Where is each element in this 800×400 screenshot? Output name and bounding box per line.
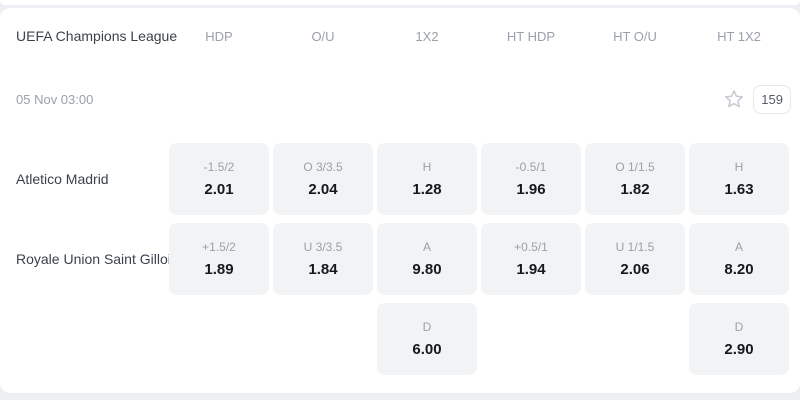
market-count-badge[interactable]: 159: [753, 84, 791, 114]
total-line: O 1/1.5: [615, 160, 655, 174]
column-header-ht-1x2: HT 1X2: [717, 28, 761, 44]
column-header-hdp: HDP: [205, 28, 233, 44]
column-header-ou: O/U: [311, 28, 335, 44]
odds-table-card: UEFA Champions League HDP O/U 1X2 HT HDP…: [0, 8, 800, 393]
odds-value: 1.89: [204, 261, 234, 278]
odds-cell-ht-ou-under[interactable]: U 1/1.5 2.06: [585, 223, 685, 295]
previous-card-edge: [0, 0, 800, 5]
selection-label: A: [422, 240, 431, 254]
odds-value: 1.63: [724, 181, 754, 198]
odds-value: 1.84: [308, 261, 338, 278]
away-team-name: Royale Union Saint Gilloise: [16, 251, 186, 267]
selection-label: D: [734, 320, 744, 334]
odds-cell-ht-1x2-away[interactable]: A 8.20: [689, 223, 789, 295]
home-team-name: Atletico Madrid: [16, 171, 109, 187]
odds-value: 8.20: [724, 261, 754, 278]
odds-value: 2.04: [308, 181, 338, 198]
odds-cell-ou-over[interactable]: O 3/3.5 2.04: [273, 143, 373, 215]
odds-value: 1.28: [412, 181, 442, 198]
handicap-line: -1.5/2: [203, 160, 235, 174]
odds-value: 2.06: [620, 261, 650, 278]
odds-value: 1.82: [620, 181, 650, 198]
odds-cell-ou-under[interactable]: U 3/3.5 1.84: [273, 223, 373, 295]
selection-label: A: [734, 240, 743, 254]
total-line: O 3/3.5: [303, 160, 343, 174]
handicap-line: +1.5/2: [202, 240, 236, 254]
odds-cell-1x2-home[interactable]: H 1.28: [377, 143, 477, 215]
odds-value: 1.94: [516, 261, 546, 278]
handicap-line: -0.5/1: [515, 160, 547, 174]
odds-cell-ht-hdp-home[interactable]: -0.5/1 1.96: [481, 143, 581, 215]
column-header-ht-ou: HT O/U: [613, 28, 657, 44]
odds-row-draw: D 6.00 D 2.90: [0, 303, 800, 375]
odds-value: 2.90: [724, 341, 754, 358]
handicap-line: +0.5/1: [514, 240, 548, 254]
column-header-ht-hdp: HT HDP: [506, 28, 556, 44]
odds-cell-ht-hdp-away[interactable]: +0.5/1 1.94: [481, 223, 581, 295]
selection-label: H: [734, 160, 744, 174]
odds-cell-1x2-away[interactable]: A 9.80: [377, 223, 477, 295]
odds-cell-ht-1x2-draw[interactable]: D 2.90: [689, 303, 789, 375]
odds-cell-ht-ou-over[interactable]: O 1/1.5 1.82: [585, 143, 685, 215]
odds-cell-hdp-home[interactable]: -1.5/2 2.01: [169, 143, 269, 215]
table-header-row: UEFA Champions League HDP O/U 1X2 HT HDP…: [0, 26, 800, 46]
odds-value: 9.80: [412, 261, 442, 278]
total-line: U 1/1.5: [615, 240, 655, 254]
odds-value: 6.00: [412, 341, 442, 358]
league-title: UEFA Champions League: [16, 28, 178, 44]
column-header-1x2: 1X2: [415, 28, 439, 44]
selection-label: H: [422, 160, 432, 174]
match-meta-row: 05 Nov 03:00 159: [0, 84, 800, 114]
odds-value: 2.01: [204, 181, 234, 198]
odds-cell-1x2-draw[interactable]: D 6.00: [377, 303, 477, 375]
odds-cell-hdp-away[interactable]: +1.5/2 1.89: [169, 223, 269, 295]
match-meta-actions: 159: [722, 84, 791, 114]
total-line: U 3/3.5: [303, 240, 343, 254]
favorite-star-icon[interactable]: [722, 87, 746, 111]
odds-rows: Atletico Madrid -1.5/2 2.01 O 3/3.5 2.04…: [0, 143, 800, 375]
odds-value: 1.96: [516, 181, 546, 198]
selection-label: D: [422, 320, 432, 334]
odds-row-home: Atletico Madrid -1.5/2 2.01 O 3/3.5 2.04…: [0, 143, 800, 215]
match-datetime: 05 Nov 03:00: [16, 91, 94, 107]
odds-row-away: Royale Union Saint Gilloise +1.5/2 1.89 …: [0, 223, 800, 295]
odds-cell-ht-1x2-home[interactable]: H 1.63: [689, 143, 789, 215]
